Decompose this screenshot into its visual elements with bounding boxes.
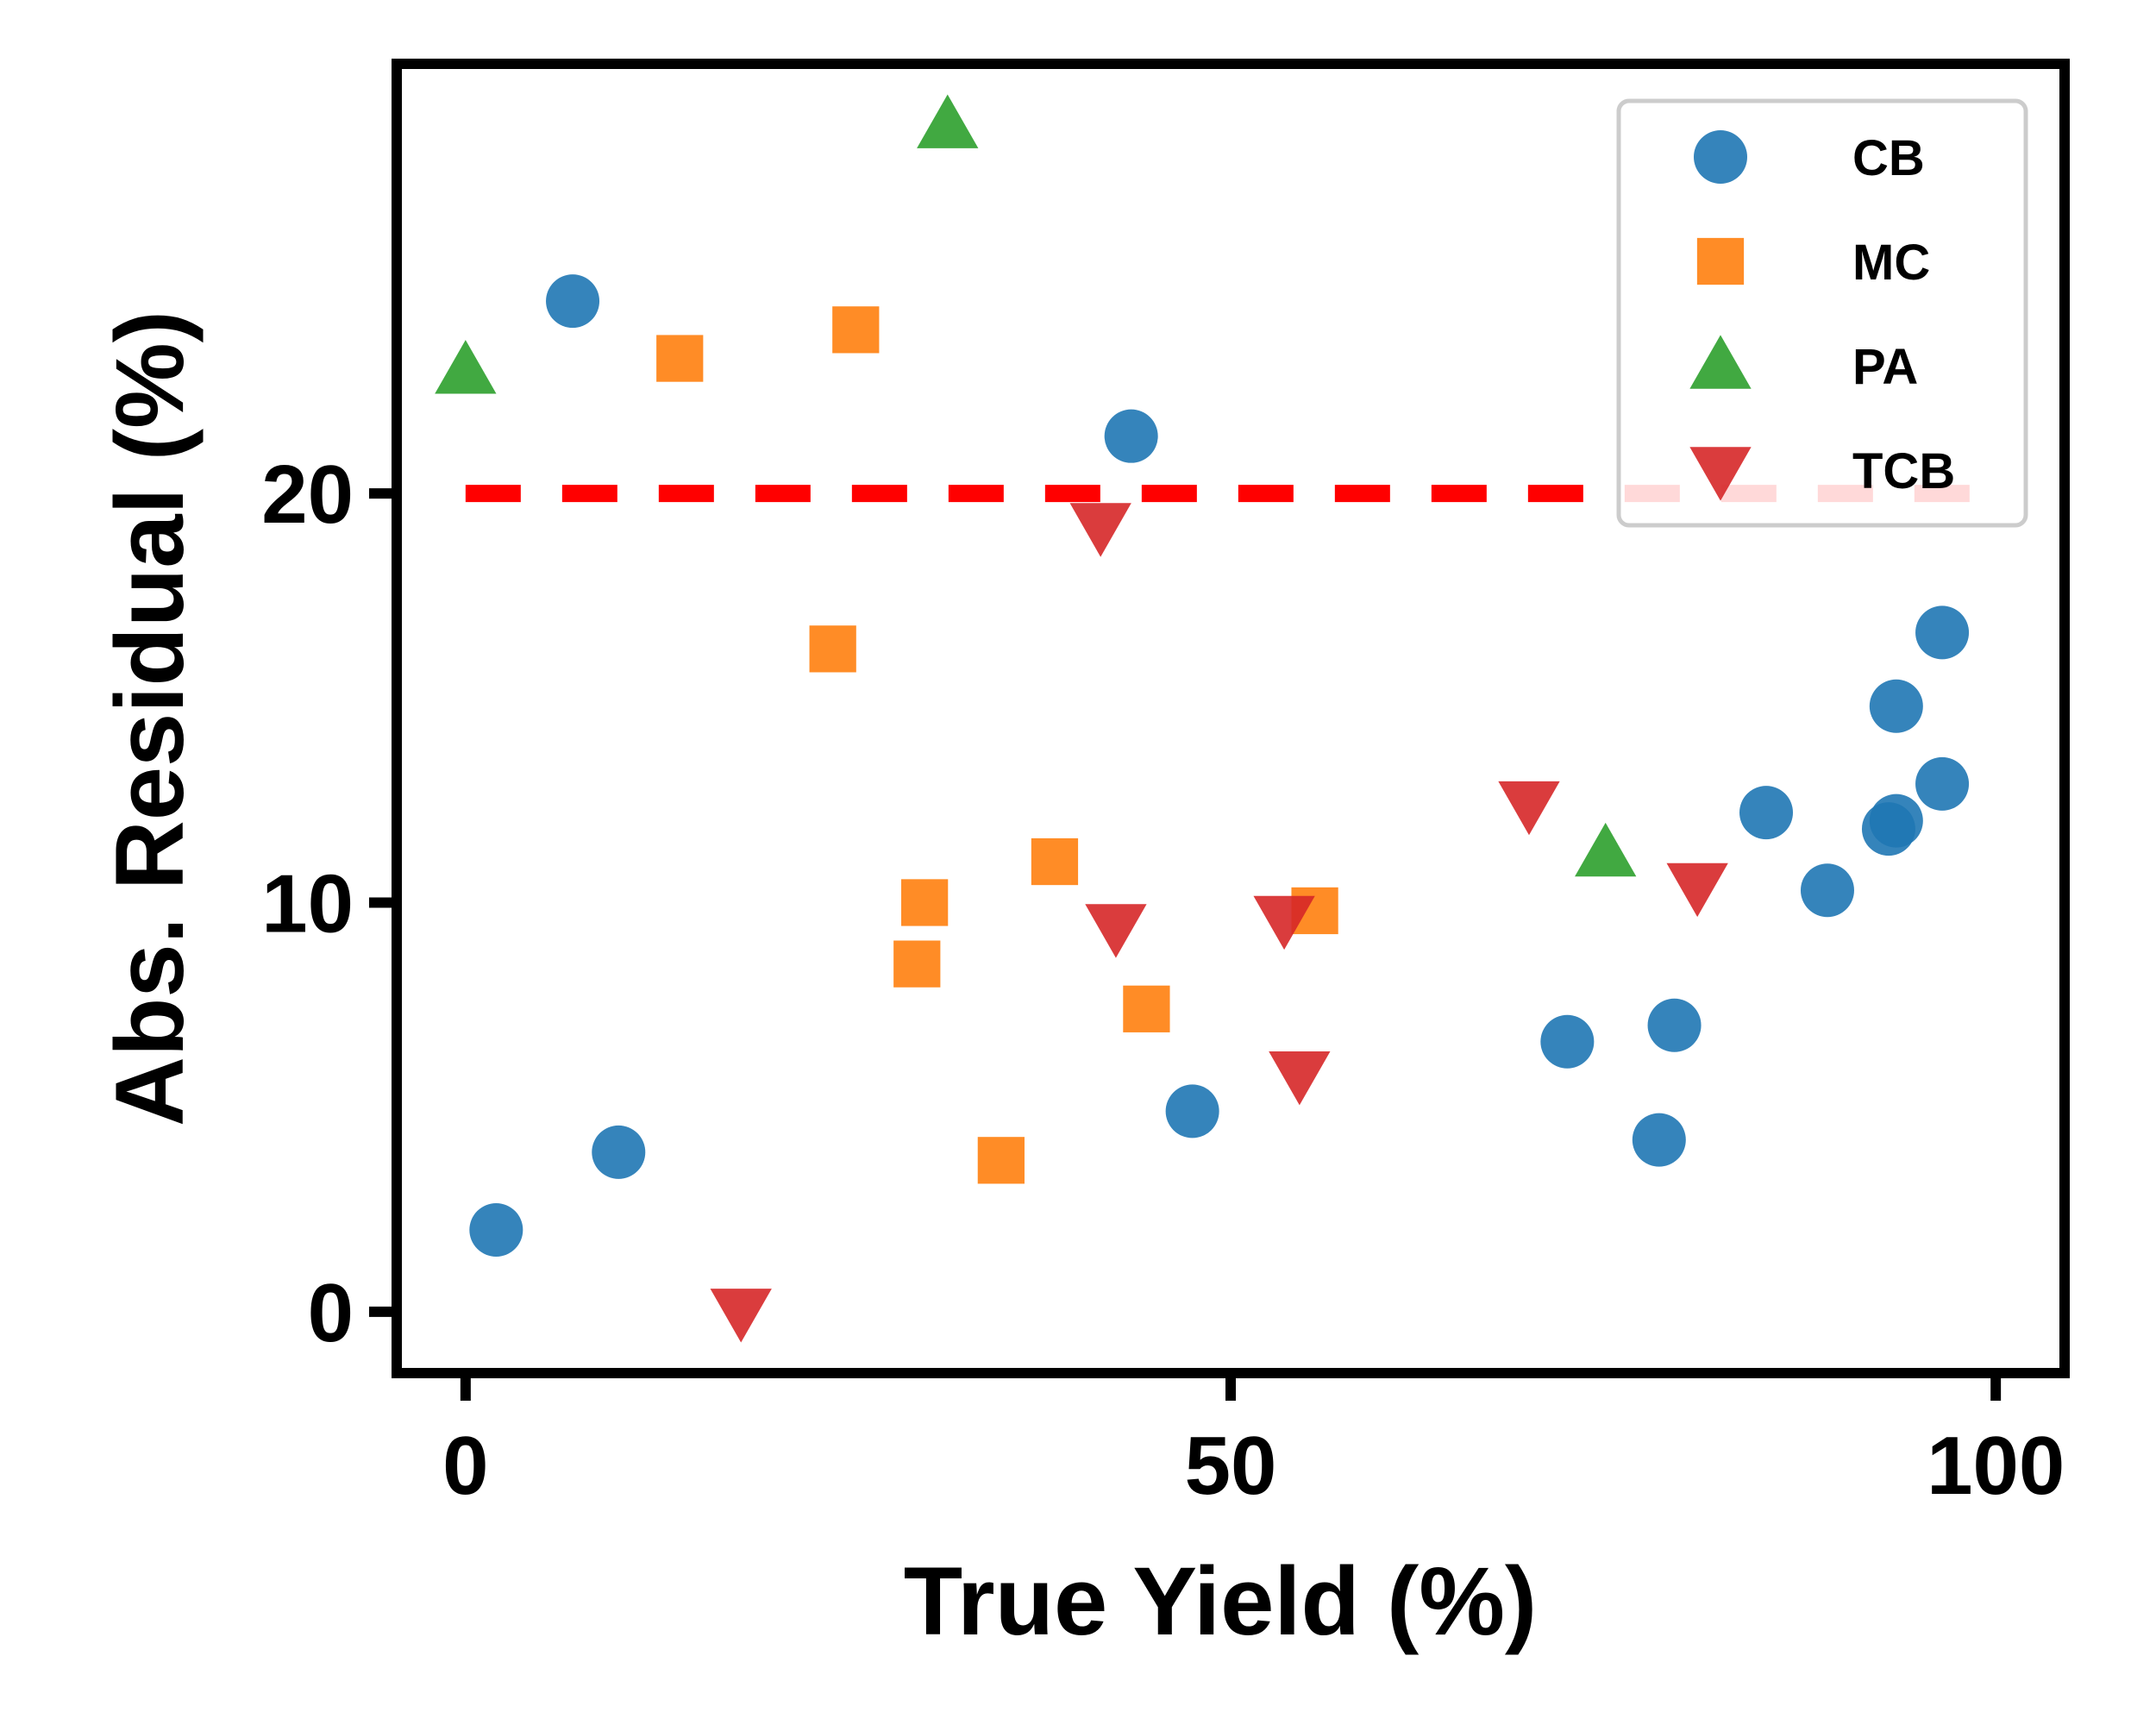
x-tick-label: 0 xyxy=(442,1420,488,1512)
legend-marker-mc xyxy=(1696,237,1745,285)
data-point-mc xyxy=(1031,837,1079,886)
data-point-tcb xyxy=(1269,1051,1331,1106)
data-point-mc xyxy=(832,306,880,354)
x-tick-label: 100 xyxy=(1927,1420,2065,1512)
legend-marker-pa xyxy=(1689,335,1752,389)
data-point-tcb xyxy=(710,1289,772,1343)
data-point-mc xyxy=(1123,985,1170,1032)
data-point-cb xyxy=(1915,756,1970,811)
data-point-pa xyxy=(1575,822,1637,877)
data-point-cb xyxy=(592,1125,646,1179)
x-axis-label: True Yield (%) xyxy=(904,1547,1537,1655)
data-point-cb xyxy=(546,274,600,329)
data-point-cb xyxy=(1540,1014,1595,1069)
data-point-pa xyxy=(917,94,979,148)
y-tick-label: 10 xyxy=(261,857,354,950)
data-point-tcb xyxy=(1085,904,1147,958)
data-point-tcb xyxy=(1069,503,1131,557)
data-point-mc xyxy=(809,625,856,673)
legend-label: PA xyxy=(1852,339,1918,395)
y-tick-label: 20 xyxy=(261,448,354,541)
data-point-tcb xyxy=(1253,895,1315,950)
legend-box xyxy=(1616,98,2028,528)
data-point-tcb xyxy=(1666,862,1728,918)
data-point-cb xyxy=(1647,998,1702,1052)
data-point-cb xyxy=(469,1202,523,1257)
legend-marker-tcb xyxy=(1689,447,1752,501)
data-point-tcb xyxy=(1498,781,1560,836)
data-point-cb xyxy=(1739,786,1794,840)
legend-marker-cb xyxy=(1694,130,1747,184)
x-tick-label: 50 xyxy=(1185,1420,1277,1512)
data-point-cb xyxy=(1869,679,1923,733)
data-point-cb xyxy=(1915,605,1970,660)
data-point-cb xyxy=(1165,1084,1219,1138)
data-point-cb xyxy=(1869,794,1923,848)
data-point-mc xyxy=(977,1137,1025,1184)
plot-frame xyxy=(392,59,2070,1378)
data-point-cb xyxy=(1104,409,1158,463)
y-axis-label: Abs. Residual (%) xyxy=(96,310,204,1126)
data-point-cb xyxy=(1632,1113,1686,1167)
legend-label: CB xyxy=(1852,130,1925,186)
data-point-mc xyxy=(901,879,949,926)
data-point-pa xyxy=(435,340,497,394)
legend-label: MC xyxy=(1852,235,1930,291)
y-tick-label: 0 xyxy=(308,1267,354,1359)
data-point-mc xyxy=(656,335,704,382)
legend-label: TCB xyxy=(1852,443,1955,499)
data-point-mc xyxy=(893,940,941,988)
data-point-cb xyxy=(1800,863,1854,918)
